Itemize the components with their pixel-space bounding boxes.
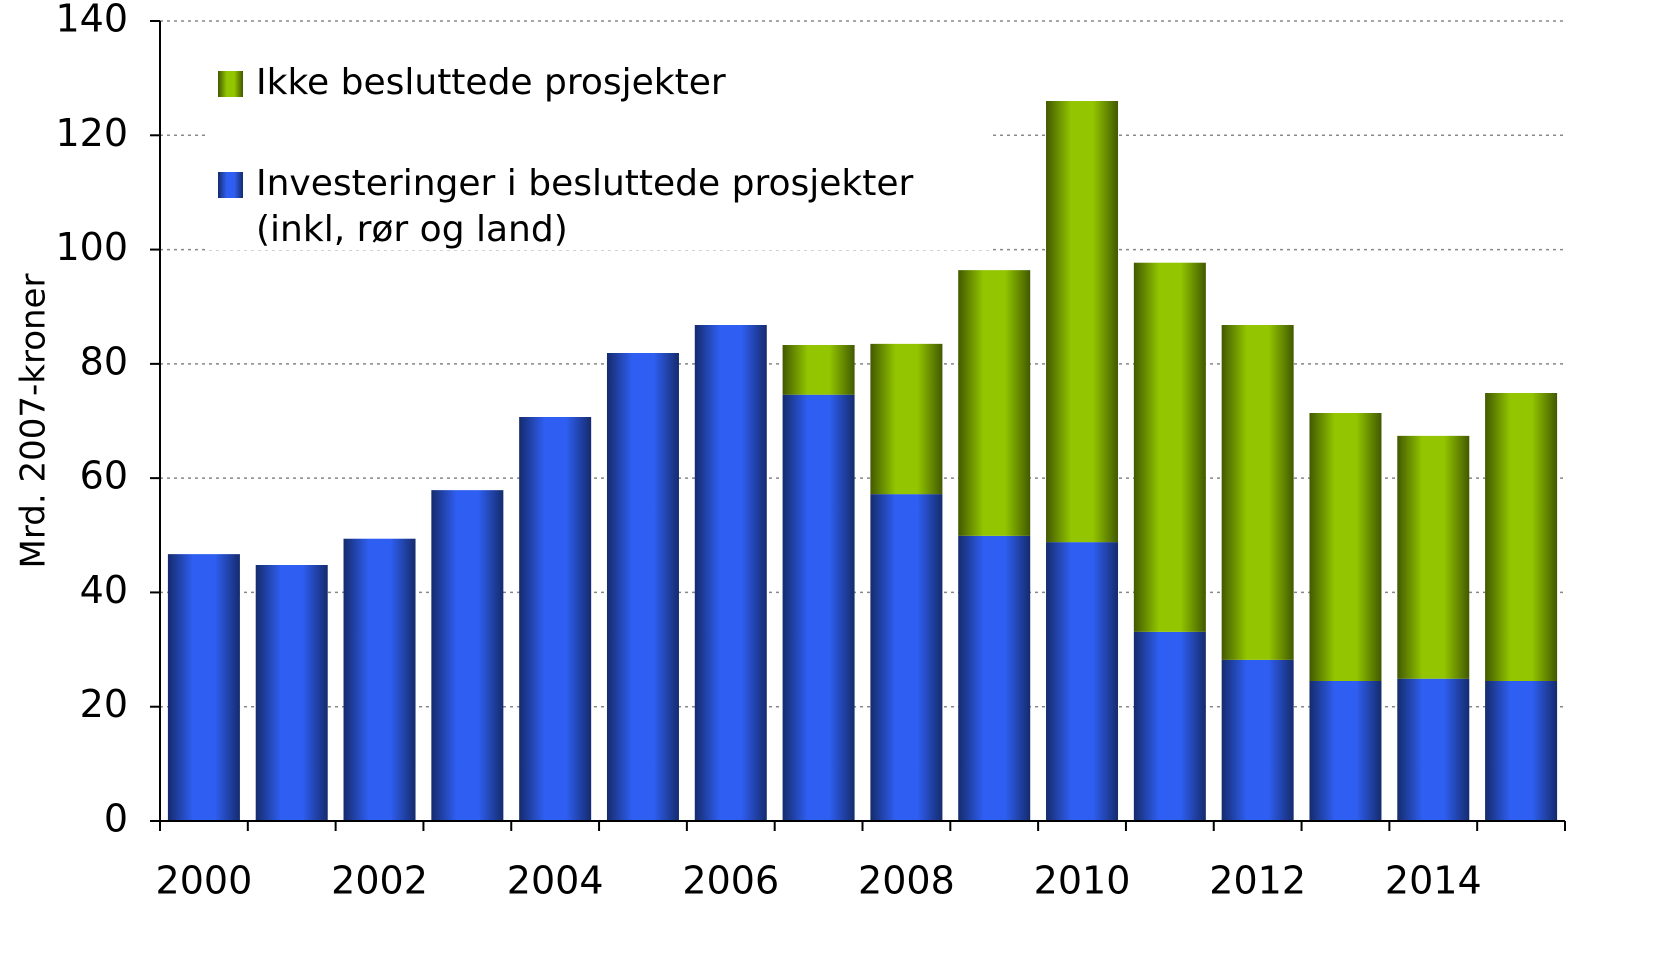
bar <box>1046 101 1119 543</box>
bar <box>1397 435 1470 679</box>
x-tick-label: 2004 <box>507 859 604 903</box>
bar <box>167 554 240 821</box>
bar <box>1485 681 1558 821</box>
bar <box>1485 393 1558 681</box>
legend-label: Ikke besluttede prosjekter <box>256 62 726 103</box>
legend-swatch <box>218 71 243 97</box>
legend-label: Investeringer i besluttede prosjekter (in… <box>256 163 914 250</box>
bar <box>606 353 679 821</box>
bar <box>782 394 855 821</box>
bar <box>694 325 767 821</box>
y-tick-label: 100 <box>55 225 128 269</box>
bar <box>870 494 943 821</box>
bar <box>343 538 416 821</box>
legend-swatch <box>218 172 243 198</box>
bar <box>1221 659 1294 821</box>
y-tick-label: 80 <box>80 339 128 383</box>
x-tick-label: 2014 <box>1385 859 1482 903</box>
bar <box>1309 413 1382 681</box>
y-tick-label: 20 <box>80 682 128 726</box>
bar <box>431 490 504 821</box>
x-tick-label: 2012 <box>1209 859 1306 903</box>
y-tick-label: 0 <box>104 797 128 841</box>
x-tick-label: 2010 <box>1034 859 1131 903</box>
x-tick-label: 2006 <box>682 859 779 903</box>
bar <box>1046 542 1119 821</box>
bar <box>1133 631 1206 821</box>
x-tick-label: 2000 <box>156 859 253 903</box>
bar <box>958 270 1031 536</box>
y-tick-label: 40 <box>80 568 128 612</box>
bar <box>255 565 328 821</box>
bar <box>1221 325 1294 660</box>
bar <box>519 417 592 821</box>
bar <box>1133 262 1206 632</box>
y-tick-label: 120 <box>55 111 128 155</box>
bar <box>1309 681 1382 821</box>
bar <box>782 345 855 395</box>
legend-background <box>205 50 990 250</box>
bar <box>1397 678 1470 821</box>
x-tick-label: 2008 <box>858 859 955 903</box>
bar <box>870 343 943 495</box>
x-tick-label: 2002 <box>331 859 428 903</box>
bar <box>958 535 1031 821</box>
y-axis-label: Mrd. 2007-kroner <box>14 274 54 569</box>
y-tick-label: 60 <box>80 454 128 498</box>
y-tick-label: 140 <box>55 0 128 41</box>
